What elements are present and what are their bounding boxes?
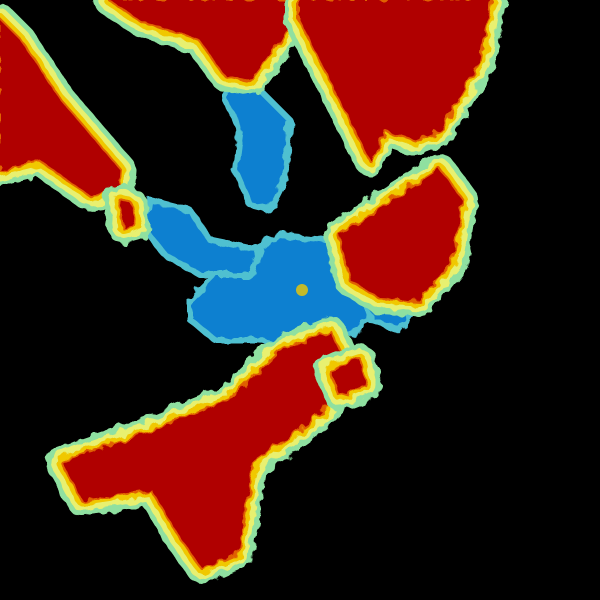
storm-top-right: [284, 0, 506, 176]
storm-southwest: [46, 316, 368, 584]
reflectivity-core: [330, 360, 365, 395]
storm-east: [324, 154, 478, 316]
reflectivity-core: [300, 0, 490, 160]
radar-center: [296, 284, 308, 296]
storm-top-center: [94, 0, 316, 96]
storm-small-west: [104, 184, 151, 244]
reflectivity-core: [62, 332, 352, 568]
reflectivity-core: [120, 200, 135, 228]
reflectivity-core: [0, 20, 120, 195]
reflectivity-core: [340, 170, 462, 300]
storm-top-left: [0, 4, 136, 211]
storm-small-south: [314, 344, 381, 411]
reflectivity-core: [110, 0, 300, 80]
